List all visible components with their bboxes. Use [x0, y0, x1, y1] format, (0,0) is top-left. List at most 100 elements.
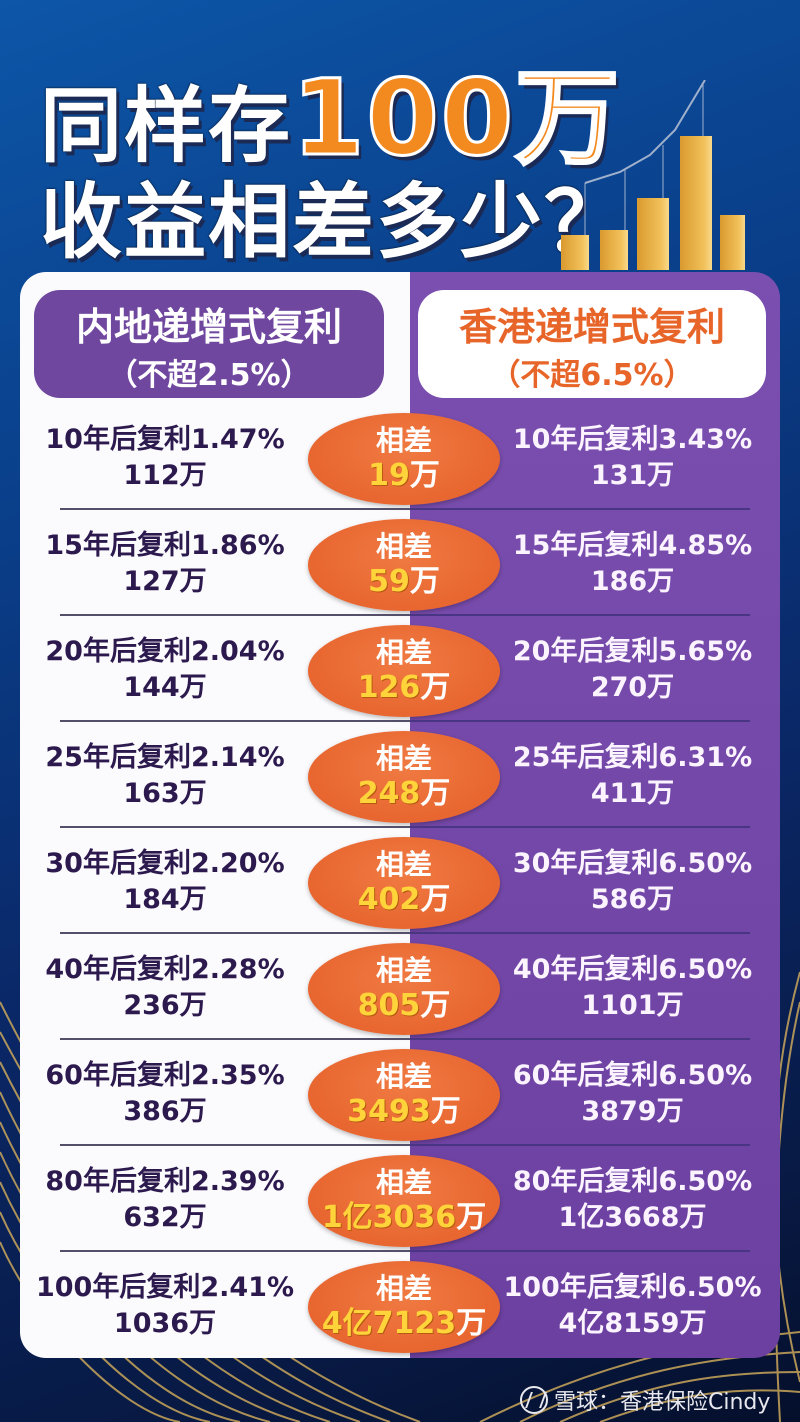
difference-number: 4亿7123	[321, 1306, 457, 1341]
row-divider	[410, 932, 750, 934]
mainland-rate: 30年后复利2.20%	[45, 847, 285, 879]
difference-badge: 相差 1亿3036万	[308, 1155, 500, 1247]
mainland-amount: 236万	[123, 989, 207, 1021]
mainland-column-cap: （不超2.5%）	[107, 358, 311, 393]
row-divider	[410, 508, 750, 510]
row-divider	[60, 614, 410, 616]
mainland-rate: 15年后复利1.86%	[45, 529, 285, 561]
mainland-cell: 100年后复利2.41% 1036万	[20, 1253, 310, 1358]
row-divider	[60, 1144, 410, 1146]
hongkong-rate: 60年后复利6.50%	[512, 1059, 753, 1091]
difference-badge: 相差 59万	[308, 519, 500, 611]
difference-badge: 相差 126万	[308, 625, 500, 717]
mainland-cell: 40年后复利2.28% 236万	[20, 935, 310, 1040]
bar-chart-decoration-icon	[561, 80, 745, 270]
difference-number: 59	[368, 564, 410, 599]
difference-number: 126	[357, 670, 421, 705]
difference-unit: 万	[430, 1094, 461, 1129]
row-divider	[410, 1144, 750, 1146]
row-divider	[410, 1250, 750, 1252]
mainland-rate: 40年后复利2.28%	[45, 953, 285, 985]
mainland-cell: 10年后复利1.47% 112万	[20, 405, 310, 510]
row-divider	[60, 826, 410, 828]
table-row: 25年后复利2.14% 163万 相差 248万 25年后复利6.31% 411万	[20, 723, 780, 828]
difference-value: 3493万	[308, 1094, 500, 1130]
difference-unit: 万	[456, 1200, 487, 1235]
difference-label: 相差	[375, 954, 432, 987]
mainland-amount: 386万	[123, 1095, 207, 1127]
difference-unit: 万	[409, 458, 440, 493]
mainland-rate: 10年后复利1.47%	[45, 423, 285, 455]
difference-value: 402万	[308, 882, 500, 918]
difference-value: 59万	[308, 564, 500, 600]
hongkong-column-header: 香港递增式复利 （不超6.5%）	[418, 290, 766, 398]
hongkong-amount: 411万	[590, 777, 675, 809]
hongkong-amount: 131万	[590, 459, 675, 491]
difference-unit: 万	[456, 1306, 487, 1341]
difference-label: 相差	[375, 742, 432, 775]
difference-number: 3493	[347, 1094, 431, 1129]
mainland-cell: 20年后复利2.04% 144万	[20, 617, 310, 722]
hongkong-cell: 100年后复利6.50% 4亿8159万	[485, 1253, 780, 1358]
mainland-column-header: 内地递增式复利 （不超2.5%）	[34, 290, 384, 398]
mainland-cell: 60年后复利2.35% 386万	[20, 1041, 310, 1146]
row-divider	[60, 932, 410, 934]
headline-line-2: 收益相差多少？	[40, 175, 629, 270]
mainland-amount: 632万	[123, 1201, 207, 1233]
row-divider	[410, 614, 750, 616]
hongkong-rate: 100年后复利6.50%	[503, 1271, 762, 1303]
hongkong-rate: 10年后复利3.43%	[512, 423, 753, 455]
difference-label: 相差	[375, 1272, 432, 1305]
difference-label: 相差	[375, 424, 432, 457]
hongkong-column-cap: （不超6.5%）	[490, 358, 694, 393]
hongkong-rate: 30年后复利6.50%	[512, 847, 753, 879]
headline: 同样存100万 收益相差多少？	[40, 65, 629, 271]
hongkong-amount: 4亿8159万	[558, 1307, 707, 1339]
mainland-amount: 1036万	[113, 1307, 217, 1339]
hongkong-amount: 186万	[590, 565, 675, 597]
watermark: 雪球：香港保险Cindy	[520, 1384, 770, 1416]
headline-line-1: 同样存100万	[40, 65, 628, 175]
table-row: 10年后复利1.47% 112万 相差 19万 10年后复利3.43% 131万	[20, 405, 780, 510]
table-row: 100年后复利2.41% 1036万 相差 4亿7123万 100年后复利6.50% 4亿…	[20, 1253, 780, 1358]
mainland-cell: 15年后复利1.86% 127万	[20, 511, 310, 616]
difference-badge: 相差 19万	[308, 413, 500, 505]
hongkong-amount: 586万	[590, 883, 675, 915]
row-divider	[410, 1038, 750, 1040]
mainland-rate: 80年后复利2.39%	[45, 1165, 285, 1197]
hongkong-column-title: 香港递增式复利	[458, 305, 725, 349]
hongkong-cell: 15年后复利4.85% 186万	[485, 511, 780, 616]
difference-value: 126万	[308, 670, 500, 706]
difference-label: 相差	[375, 636, 432, 669]
difference-badge: 相差 248万	[308, 731, 500, 823]
hongkong-cell: 20年后复利5.65% 270万	[485, 617, 780, 722]
hongkong-cell: 10年后复利3.43% 131万	[485, 405, 780, 510]
hongkong-rate: 15年后复利4.85%	[512, 529, 753, 561]
difference-number: 19	[368, 458, 410, 493]
row-divider	[60, 1250, 410, 1252]
row-divider	[410, 826, 750, 828]
table-row: 80年后复利2.39% 632万 相差 1亿3036万 80年后复利6.50% 1亿366…	[20, 1147, 780, 1252]
difference-badge: 相差 805万	[308, 943, 500, 1035]
difference-value: 4亿7123万	[308, 1306, 500, 1342]
difference-badge: 相差 402万	[308, 837, 500, 929]
difference-number: 805	[357, 988, 421, 1023]
row-divider	[410, 720, 750, 722]
mainland-rate: 60年后复利2.35%	[45, 1059, 285, 1091]
table-row: 60年后复利2.35% 386万 相差 3493万 60年后复利6.50% 3879万	[20, 1041, 780, 1146]
mainland-amount: 184万	[123, 883, 207, 915]
difference-label: 相差	[375, 530, 432, 563]
watermark-text: 雪球：香港保险Cindy	[554, 1390, 771, 1415]
difference-value: 1亿3036万	[308, 1200, 500, 1236]
mainland-amount: 144万	[123, 671, 207, 703]
table-row: 15年后复利1.86% 127万 相差 59万 15年后复利4.85% 186万	[20, 511, 780, 616]
hongkong-rate: 25年后复利6.31%	[512, 741, 753, 773]
mainland-amount: 163万	[123, 777, 207, 809]
hongkong-cell: 40年后复利6.50% 1101万	[485, 935, 780, 1040]
difference-label: 相差	[375, 1166, 432, 1199]
row-divider	[60, 508, 410, 510]
hongkong-cell: 80年后复利6.50% 1亿3668万	[485, 1147, 780, 1252]
headline-prefix: 同样存	[40, 79, 293, 174]
row-divider	[60, 720, 410, 722]
difference-value: 248万	[308, 776, 500, 812]
